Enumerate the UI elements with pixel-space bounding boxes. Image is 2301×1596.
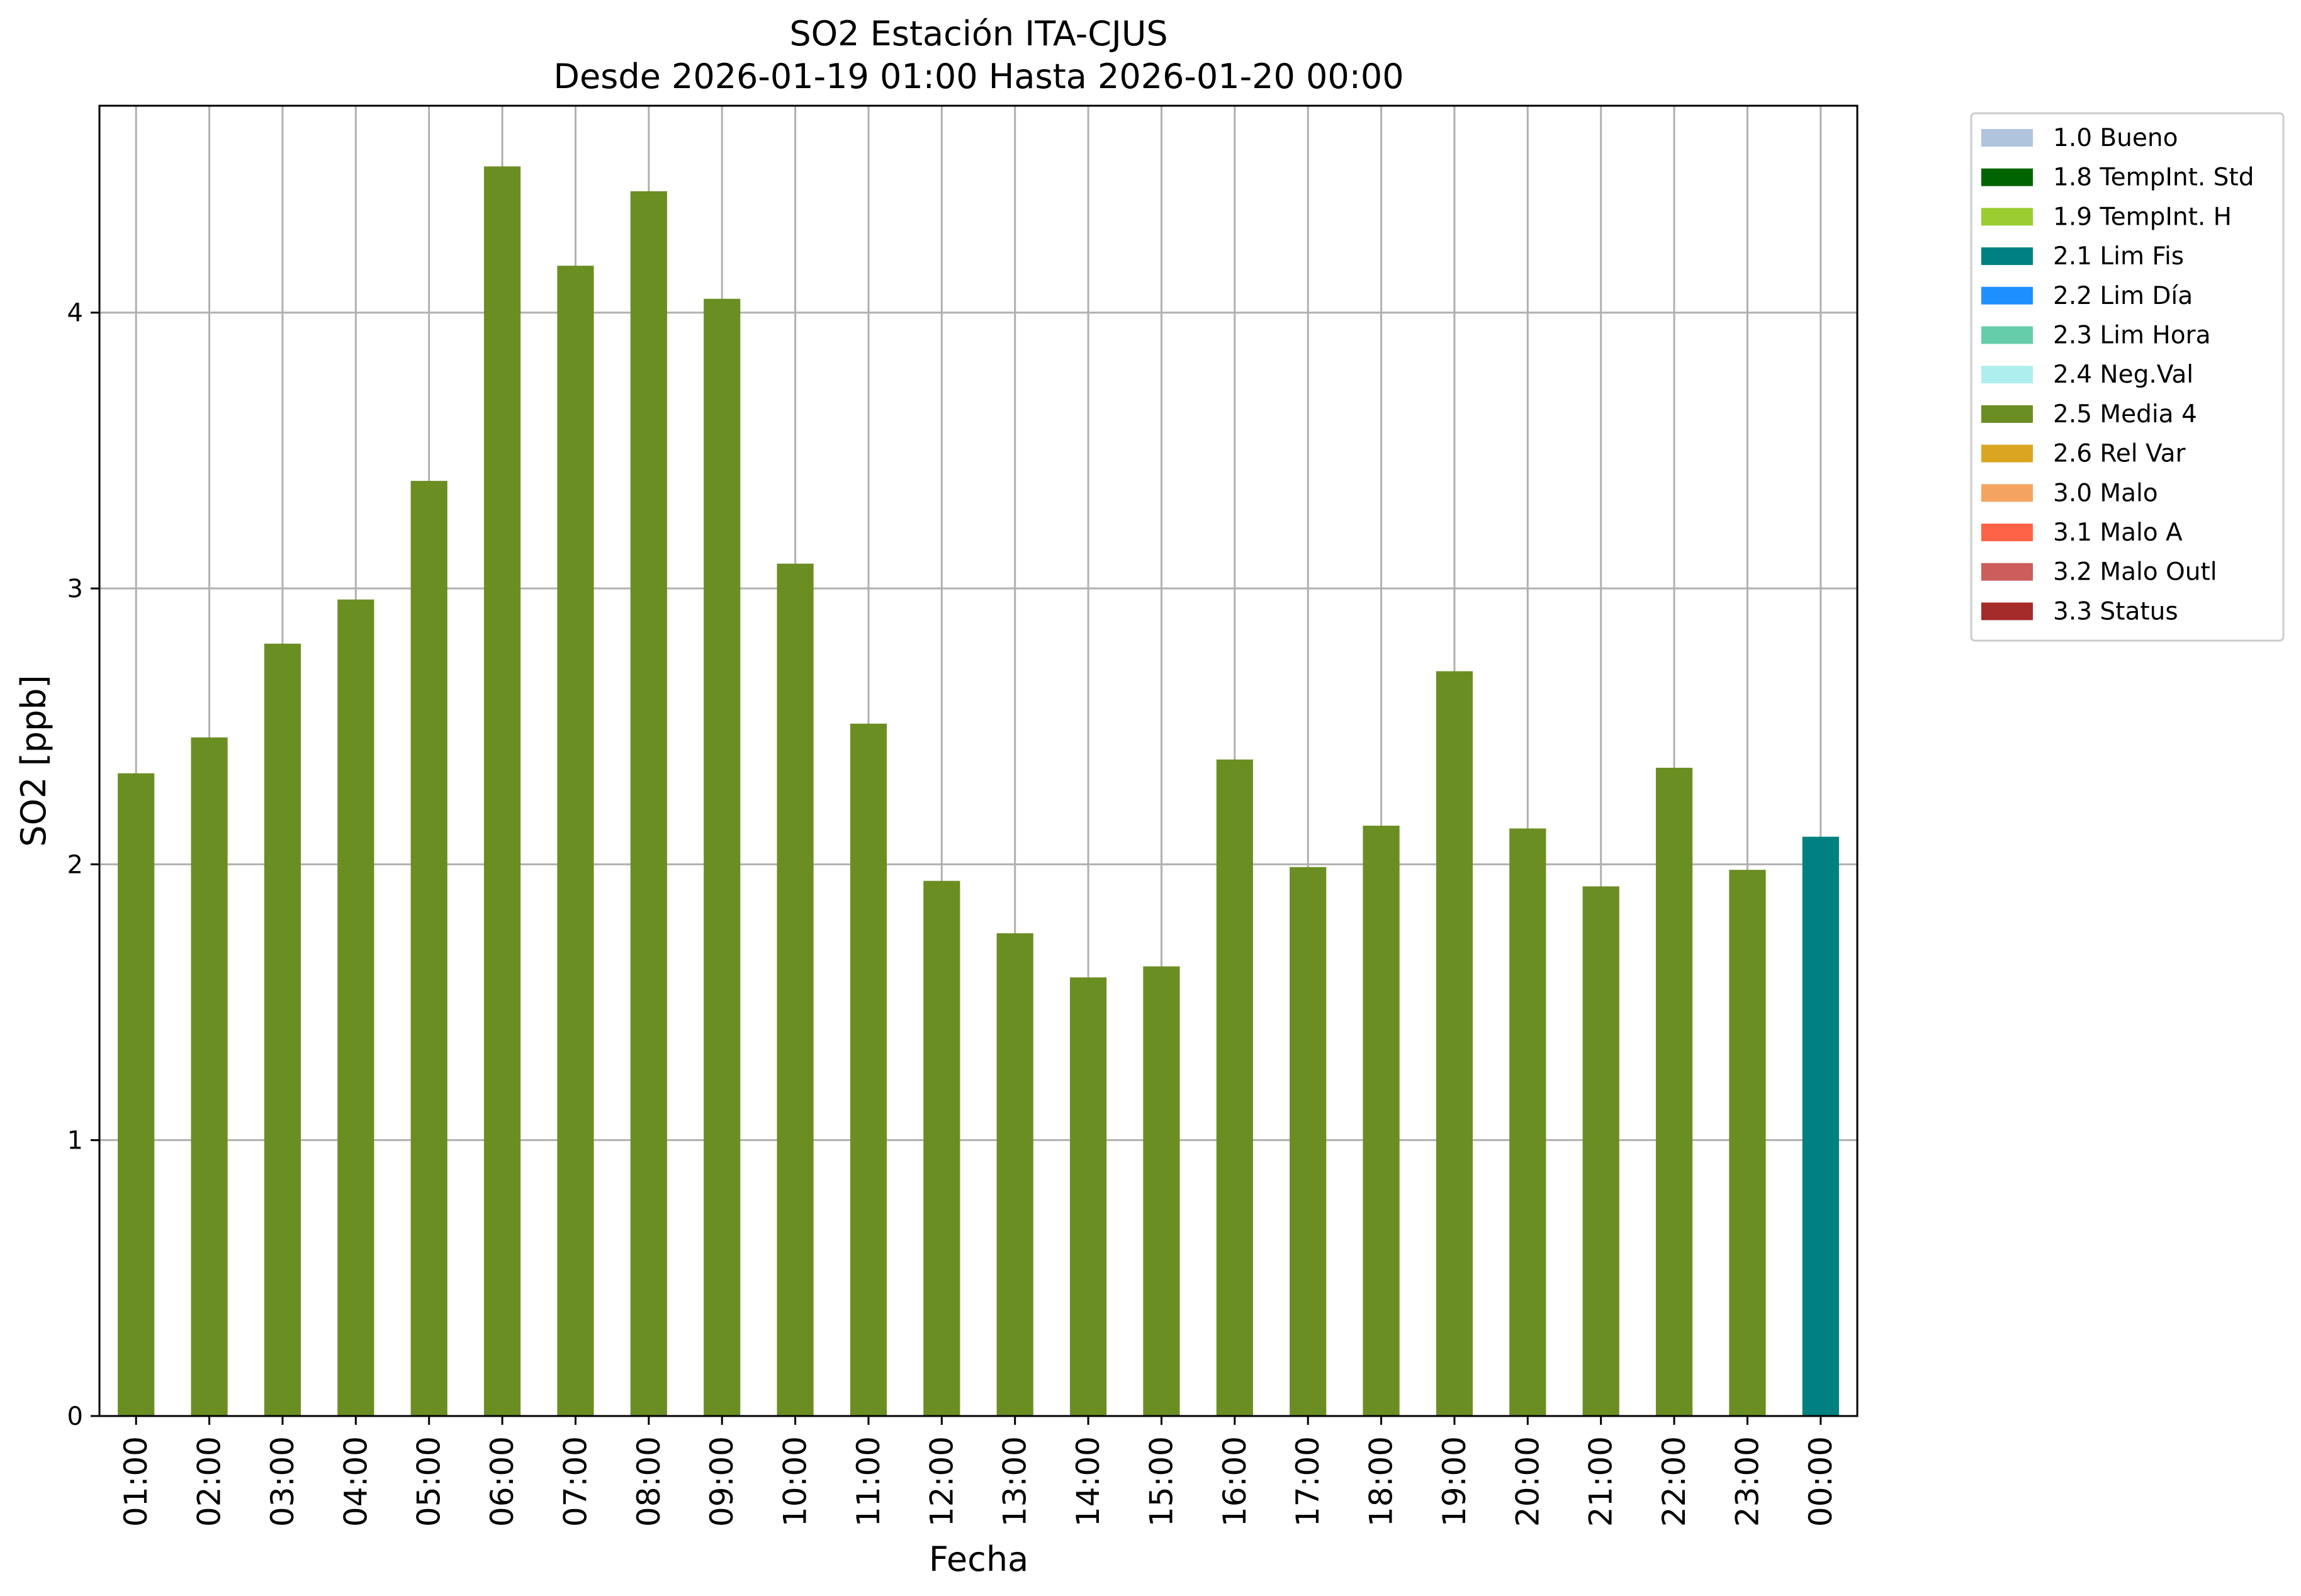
legend-swatch-2-4 [1981, 366, 2033, 384]
legend-swatch-2-5 [1981, 405, 2033, 423]
bar-0800 [630, 191, 667, 1416]
x-tick-label: 13:00 [997, 1436, 1033, 1527]
legend-label-3-0: 3.0 Malo [2053, 479, 2158, 507]
x-tick-label: 00:00 [1803, 1436, 1839, 1527]
x-tick-label: 04:00 [337, 1436, 374, 1527]
legend-swatch-2-3 [1981, 326, 2033, 344]
legend-box [1970, 112, 2285, 642]
bar-1400 [1069, 977, 1107, 1416]
bar-1800 [1363, 826, 1400, 1416]
x-tick-label: 11:00 [850, 1436, 887, 1527]
plot-area-frame [98, 104, 1859, 1417]
x-tick-label: 06:00 [484, 1436, 520, 1527]
legend-label-1-8: 1.8 TempInt. Std [2053, 164, 2254, 192]
x-axis-ticks: 01:00 02:00 03:00 04:00 05:00 06:00 07:00 08:00… [118, 1416, 1839, 1527]
bar-0200 [191, 737, 228, 1416]
legend-label-2-4: 2.4 Neg.Val [2053, 361, 2193, 389]
bar-0900 [704, 298, 741, 1416]
bar-0700 [557, 266, 594, 1416]
x-tick-label: 14:00 [1070, 1436, 1106, 1527]
y-tick-label: 3 [67, 575, 83, 604]
legend-swatch-1-8 [1981, 168, 2033, 186]
x-axis-label: Fecha [929, 1539, 1028, 1579]
bar-0500 [410, 481, 447, 1416]
legend-label-1-0: 1.0 Bueno [2053, 124, 2178, 152]
bar-1700 [1290, 867, 1327, 1416]
legend-swatch-1-0 [1981, 129, 2033, 147]
legend-label-3-2: 3.2 Malo Outl [2053, 558, 2217, 587]
x-tick-label: 03:00 [264, 1436, 301, 1527]
legend-swatch-2-1 [1981, 247, 2033, 266]
legend-label-2-5: 2.5 Media 4 [2053, 400, 2197, 429]
bars [118, 166, 1839, 1417]
legend-swatch-3-0 [1981, 484, 2033, 502]
bar-1000 [777, 563, 814, 1416]
y-tick-label: 4 [67, 299, 83, 328]
legend-swatch-1-9 [1981, 208, 2033, 226]
bar-2000 [1509, 828, 1546, 1416]
x-tick-label: 01:00 [118, 1436, 154, 1527]
x-tick-label: 22:00 [1656, 1436, 1692, 1527]
bar-2100 [1582, 886, 1619, 1416]
bar-1200 [923, 880, 960, 1416]
bar-1600 [1216, 759, 1253, 1416]
bar-0300 [264, 643, 301, 1416]
y-axis-ticks: 0 1 2 3 4 [67, 299, 99, 1431]
x-tick-label: 08:00 [631, 1436, 667, 1527]
legend-swatch-2-2 [1981, 286, 2033, 305]
y-axis-label: SO2 [ppb] [14, 675, 53, 846]
x-tick-label: 23:00 [1729, 1436, 1765, 1527]
legend-swatch-2-6 [1981, 444, 2033, 463]
bar-0400 [337, 599, 374, 1417]
bar-0600 [483, 166, 521, 1417]
bar-1500 [1143, 966, 1180, 1416]
legend-label-2-2: 2.2 Lim Día [2053, 282, 2193, 310]
x-tick-label: 17:00 [1290, 1436, 1326, 1527]
x-tick-label: 05:00 [411, 1436, 447, 1527]
bar-2200 [1655, 767, 1693, 1416]
legend-label-2-6: 2.6 Rel Var [2053, 440, 2186, 468]
chart-title-line-2: Desde 2026-01-19 01:00 Hasta 2026-01-20 … [553, 57, 1404, 96]
legend-swatch-3-1 [1981, 524, 2033, 541]
x-tick-label: 12:00 [923, 1436, 960, 1527]
bar-1900 [1436, 671, 1473, 1416]
x-tick-label: 18:00 [1363, 1436, 1400, 1527]
legend-label-2-3: 2.3 Lim Hora [2053, 322, 2211, 350]
x-tick-label: 21:00 [1583, 1436, 1619, 1527]
x-tick-label: 16:00 [1217, 1436, 1253, 1527]
x-tick-label: 09:00 [704, 1436, 740, 1527]
x-tick-label: 15:00 [1143, 1436, 1179, 1527]
bar-0000 [1802, 836, 1839, 1416]
legend: 1.0 Bueno 1.8 TempInt. Std 1.9 TempInt. H 2… [1970, 112, 2285, 642]
x-tick-label: 19:00 [1436, 1436, 1473, 1527]
x-tick-label: 02:00 [191, 1436, 228, 1527]
legend-swatch-3-3 [1981, 602, 2033, 621]
bar-1100 [850, 723, 887, 1416]
x-tick-label: 07:00 [557, 1436, 594, 1527]
legend-label-3-1: 3.1 Malo A [2053, 519, 2183, 547]
x-tick-label: 20:00 [1509, 1436, 1546, 1527]
bar-2300 [1729, 870, 1766, 1416]
legend-label-2-1: 2.1 Lim Fis [2053, 242, 2184, 271]
x-tick-label: 10:00 [777, 1436, 814, 1527]
bar-1300 [996, 933, 1033, 1416]
y-tick-label: 1 [67, 1127, 83, 1155]
y-tick-label: 2 [67, 850, 83, 879]
bar-0100 [118, 773, 155, 1416]
chart-title-line-1: SO2 Estación ITA-CJUS [789, 14, 1167, 53]
y-tick-label: 0 [67, 1402, 83, 1431]
legend-swatch-3-2 [1981, 563, 2033, 581]
legend-label-3-3: 3.3 Status [2053, 597, 2178, 626]
legend-label-1-9: 1.9 TempInt. H [2053, 203, 2232, 231]
